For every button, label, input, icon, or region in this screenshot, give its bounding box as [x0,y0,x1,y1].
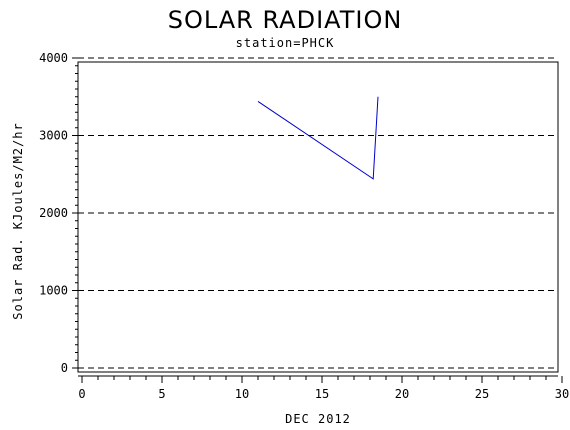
series-line-1 [257,96,379,180]
chart-title: SOLAR RADIATION [167,6,403,34]
y-tick-label: 2000 [39,206,68,220]
chart-subtitle: station=PHCK [235,36,335,50]
x-axis: 0 5 10 15 20 25 30 [78,375,569,401]
y-axis-label: Solar Rad. KJoules/M2/hr [11,122,25,319]
x-tick-label: 25 [475,387,489,401]
x-tick-label: 30 [555,387,569,401]
series-layer [257,96,379,180]
y-tick-label: 1000 [39,284,68,298]
y-tick-label: 4000 [39,51,68,65]
plot-frame [77,61,559,373]
y-tick-label: 3000 [39,129,68,143]
x-tick-label: 5 [158,387,165,401]
y-tick-label: 0 [61,361,68,375]
grid-lines [78,57,558,369]
x-tick-label: 20 [395,387,409,401]
x-tick-label: 10 [235,387,249,401]
x-tick-label: 15 [315,387,329,401]
y-axis: 0 1000 2000 3000 4000 [39,51,78,375]
x-axis-label: DEC 2012 [285,412,351,426]
x-tick-label: 0 [78,387,85,401]
